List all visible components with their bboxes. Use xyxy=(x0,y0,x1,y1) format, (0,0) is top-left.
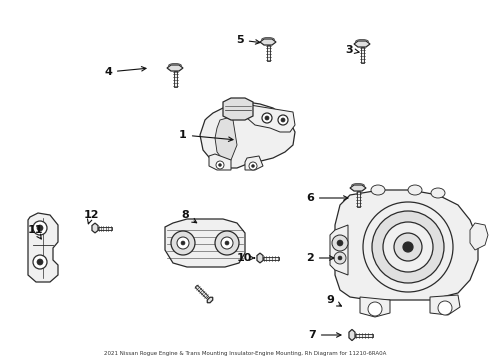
Polygon shape xyxy=(245,156,263,170)
Polygon shape xyxy=(165,219,245,267)
Circle shape xyxy=(278,115,288,125)
Circle shape xyxy=(216,161,224,169)
Ellipse shape xyxy=(408,185,422,195)
Circle shape xyxy=(332,235,348,251)
Text: 3: 3 xyxy=(345,45,359,55)
Polygon shape xyxy=(215,118,237,160)
Polygon shape xyxy=(350,185,366,191)
Circle shape xyxy=(383,222,433,272)
Polygon shape xyxy=(357,190,360,207)
Circle shape xyxy=(262,113,272,123)
Polygon shape xyxy=(173,71,176,86)
Text: 7: 7 xyxy=(308,330,341,340)
Circle shape xyxy=(372,211,444,283)
Circle shape xyxy=(177,237,189,249)
Polygon shape xyxy=(330,225,348,275)
Circle shape xyxy=(225,241,229,245)
Circle shape xyxy=(37,259,43,265)
Polygon shape xyxy=(354,333,372,337)
Polygon shape xyxy=(195,285,209,298)
Polygon shape xyxy=(354,41,370,47)
Circle shape xyxy=(265,116,269,120)
Polygon shape xyxy=(260,39,276,45)
Circle shape xyxy=(33,255,47,269)
Polygon shape xyxy=(430,295,460,315)
Text: 10: 10 xyxy=(236,253,254,263)
Polygon shape xyxy=(209,154,231,170)
Circle shape xyxy=(219,163,221,166)
Circle shape xyxy=(37,225,43,231)
Polygon shape xyxy=(257,253,263,263)
Polygon shape xyxy=(200,102,295,168)
Circle shape xyxy=(249,162,257,170)
Polygon shape xyxy=(267,45,270,60)
Text: 9: 9 xyxy=(326,295,342,306)
Circle shape xyxy=(334,252,346,264)
Polygon shape xyxy=(28,213,58,282)
Polygon shape xyxy=(349,329,355,341)
Circle shape xyxy=(251,165,254,167)
Circle shape xyxy=(181,241,185,245)
Text: 6: 6 xyxy=(306,193,348,203)
Circle shape xyxy=(394,233,422,261)
Text: 5: 5 xyxy=(236,35,260,45)
Ellipse shape xyxy=(371,185,385,195)
Polygon shape xyxy=(92,223,98,233)
Circle shape xyxy=(363,202,453,292)
Text: 2021 Nissan Rogue Engine & Trans Mounting Insulator-Engine Mounting, Rh Diagram : 2021 Nissan Rogue Engine & Trans Mountin… xyxy=(104,351,386,356)
Polygon shape xyxy=(335,190,478,300)
Polygon shape xyxy=(223,98,253,120)
Polygon shape xyxy=(263,256,278,260)
Circle shape xyxy=(338,256,342,260)
Polygon shape xyxy=(207,297,213,303)
Text: 2: 2 xyxy=(306,253,334,263)
Text: 11: 11 xyxy=(27,225,43,239)
Circle shape xyxy=(438,301,452,315)
Polygon shape xyxy=(247,105,295,132)
Polygon shape xyxy=(98,226,112,230)
Circle shape xyxy=(171,231,195,255)
Circle shape xyxy=(403,242,413,252)
Polygon shape xyxy=(470,223,488,250)
Circle shape xyxy=(221,237,233,249)
Circle shape xyxy=(368,302,382,316)
Text: 4: 4 xyxy=(104,67,146,77)
Ellipse shape xyxy=(431,188,445,198)
Text: 8: 8 xyxy=(181,210,196,223)
Polygon shape xyxy=(360,297,390,317)
Polygon shape xyxy=(167,65,183,71)
Circle shape xyxy=(337,240,343,246)
Circle shape xyxy=(33,221,47,235)
Circle shape xyxy=(215,231,239,255)
Text: 1: 1 xyxy=(179,130,233,141)
Text: 12: 12 xyxy=(83,210,99,224)
Circle shape xyxy=(281,118,285,122)
Polygon shape xyxy=(361,46,364,63)
